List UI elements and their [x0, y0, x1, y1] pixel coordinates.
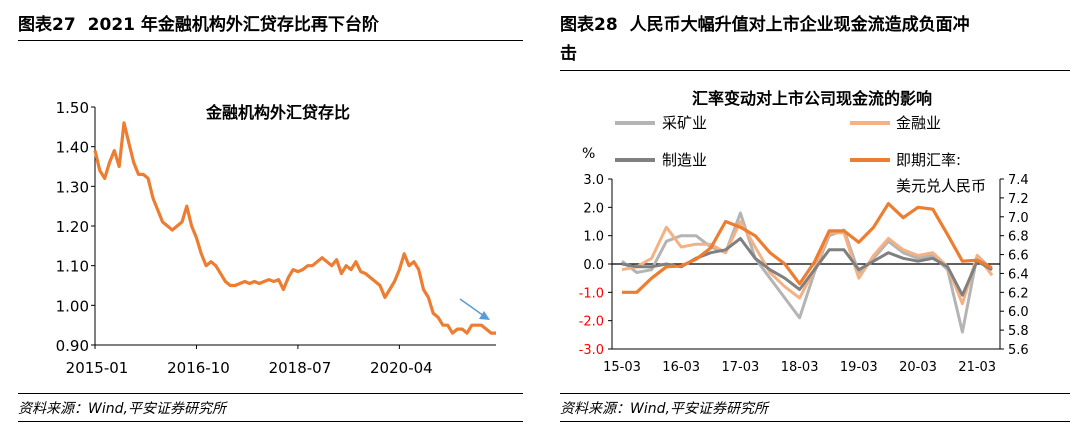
right-y-tick-label: 6.2 [1008, 286, 1029, 301]
legend-label-1: 金融业 [896, 114, 941, 132]
series-line-3 [622, 202, 993, 294]
x-tick-label: 15-03 [603, 360, 641, 375]
figure-28: 图表28 人民币大幅升值对上市企业现金流造成负面冲 击 汇率变动对上市公司现金流的… [560, 0, 1070, 439]
figure-27-chart: 金融机构外汇贷存比 0.90 1.00 1.10 1.20 1.30 1.40 1.50 201… [56, 99, 496, 377]
left-y-tick-label: 3.0 [583, 173, 604, 188]
left-y-tick-label: 2.0 [583, 201, 604, 216]
series-line-fx-loan-deposit-ratio [93, 121, 496, 335]
figure-28-title: 图表28 人民币大幅升值对上市企业现金流造成负面冲 [560, 14, 970, 36]
x-tick-label: 2018-07 [269, 359, 332, 377]
left-y-tick-label: -2.0 [579, 315, 604, 330]
figure-27-number: 图表27 [18, 15, 76, 35]
right-y-tick-label: 5.6 [1008, 343, 1029, 358]
right-y-tick-label: 6.0 [1008, 305, 1029, 320]
figure-28-source-rule [560, 393, 1070, 394]
figure-28-caption-line1: 人民币大幅升值对上市企业现金流造成负面冲 [629, 15, 970, 35]
right-y-tick-label: 6.8 [1008, 230, 1029, 245]
x-tick-label: 2015-01 [66, 359, 129, 377]
chart-title: 汇率变动对上市公司现金流的影响 [692, 89, 932, 108]
figure-27-top-rule [18, 40, 523, 41]
figure-27-caption: 2021 年金融机构外汇贷存比再下台阶 [87, 15, 379, 35]
legend-label-3: 即期汇率: [896, 151, 961, 169]
left-axis-unit: % [582, 146, 595, 162]
figure-27: 图表27 2021 年金融机构外汇贷存比再下台阶 金融机构外汇贷存比 0.90 1.0… [18, 0, 523, 439]
left-y-tick-label: 1.0 [583, 230, 604, 245]
figure-28-source: 资料来源：Wind,平安证券研究所 [560, 401, 768, 417]
x-tick-label: 2020-04 [370, 359, 433, 377]
figure-28-top-rule [560, 70, 1070, 71]
trend-arrow-head [479, 311, 490, 320]
figure-27-source: 资料来源：Wind,平安证券研究所 [18, 401, 226, 417]
x-tick-label: 20-03 [899, 360, 937, 375]
figure-27-source-rule [18, 393, 523, 394]
y-tick-label: 0.90 [56, 337, 89, 355]
x-tick-label: 18-03 [781, 360, 819, 375]
x-tick-label: 19-03 [840, 360, 878, 375]
right-y-tick-label: 7.0 [1008, 211, 1029, 226]
legend-label-2: 制造业 [662, 151, 707, 169]
y-tick-label: 1.50 [56, 99, 89, 117]
series-line-1 [621, 220, 994, 306]
x-tick-label: 17-03 [722, 360, 760, 375]
left-y-tick-label: -1.0 [579, 286, 604, 301]
chart-title: 金融机构外汇贷存比 [205, 103, 350, 122]
figure-27-bottom-rule [18, 421, 523, 422]
legend-label-3-line2: 美元兑人民币 [896, 177, 986, 195]
figure-28-number: 图表28 [560, 15, 618, 35]
right-y-tick-label: 6.4 [1008, 267, 1029, 282]
trend-arrow-shaft [459, 298, 485, 317]
figure-28-caption-line2: 击 [560, 44, 577, 64]
figure-27-title: 图表27 2021 年金融机构外汇贷存比再下台阶 [18, 14, 379, 36]
y-tick-label: 1.40 [56, 139, 89, 157]
y-tick-label: 1.10 [56, 258, 89, 276]
y-tick-label: 1.30 [56, 178, 89, 196]
right-y-tick-label: 7.4 [1008, 173, 1029, 188]
right-y-tick-label: 5.8 [1008, 324, 1029, 339]
left-y-tick-label: 0.0 [583, 258, 604, 273]
y-tick-label: 1.00 [56, 297, 89, 315]
x-tick-label: 21-03 [958, 360, 996, 375]
series-line-0 [621, 211, 994, 334]
y-tick-label: 1.20 [56, 218, 89, 236]
x-tick-label: 2016-10 [167, 359, 230, 377]
x-tick-label: 16-03 [662, 360, 700, 375]
legend-label-0: 采矿业 [662, 114, 707, 132]
right-y-tick-label: 7.2 [1008, 192, 1029, 207]
left-y-tick-label: -3.0 [579, 343, 604, 358]
figure-28-bottom-rule [560, 421, 1070, 422]
right-y-tick-label: 6.6 [1008, 249, 1029, 264]
